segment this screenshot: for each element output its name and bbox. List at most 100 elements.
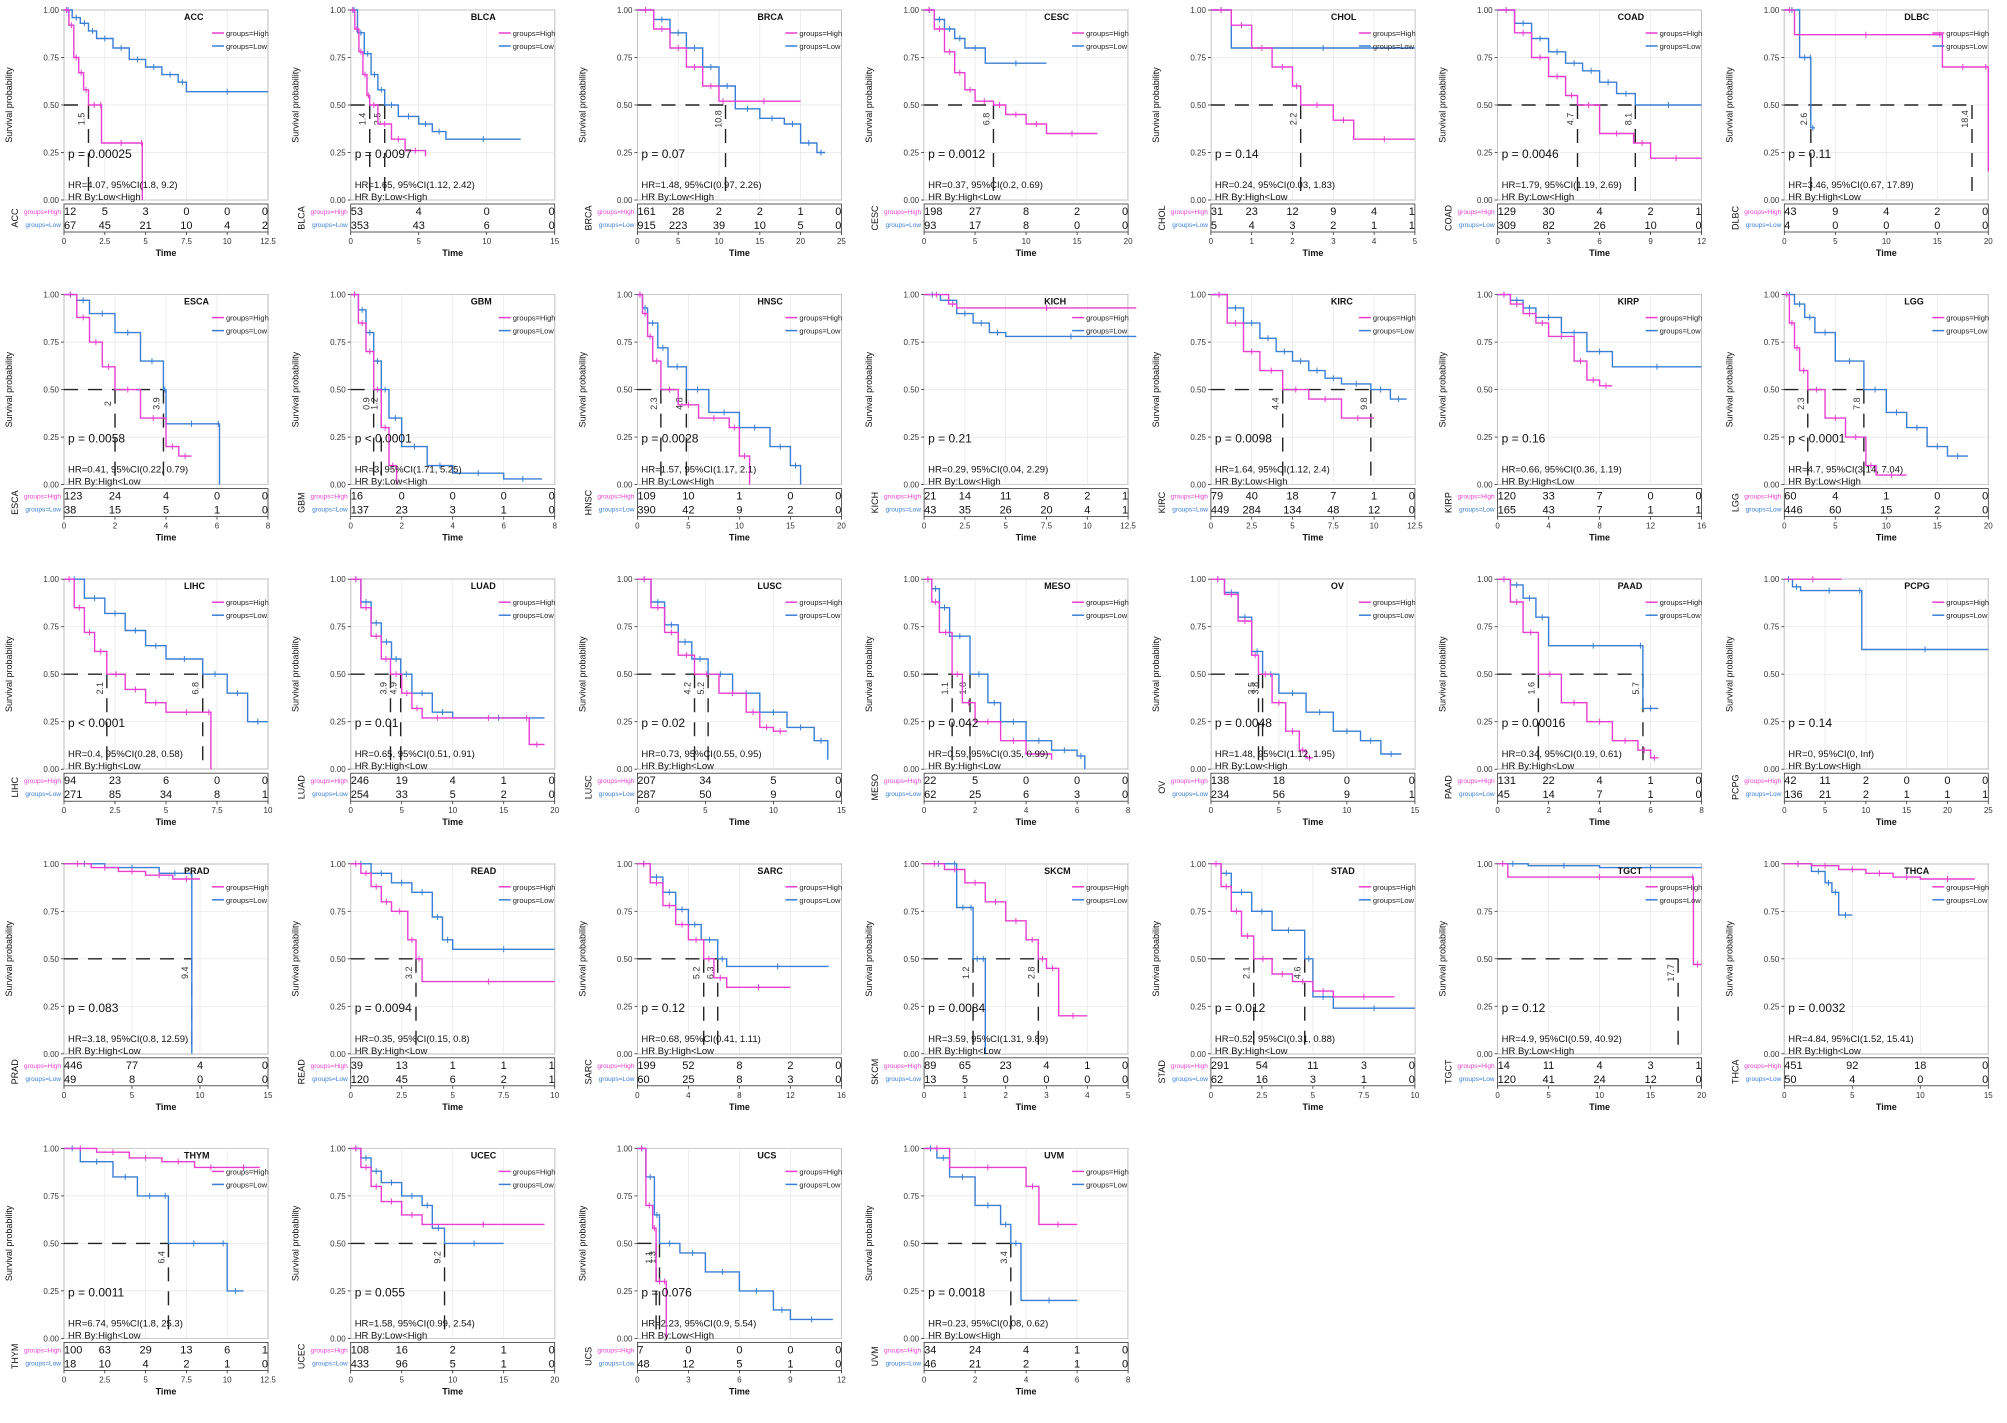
hr-direction: HR By:High<Low [641, 761, 714, 772]
x-tick-label: 0 [1209, 237, 1214, 246]
legend-label: groups=High [1373, 598, 1416, 607]
risk-count-low: 2 [1934, 505, 1940, 517]
risk-count-high: 52 [682, 1060, 694, 1072]
risk-count-high: 0 [835, 1060, 841, 1072]
risk-count-high: 198 [924, 206, 942, 218]
y-tick-label: 0.50 [43, 1239, 59, 1248]
risk-count-high: 0 [549, 206, 555, 218]
y-axis-title: Survival probability [4, 351, 14, 427]
legend-label: groups=High [1946, 314, 1989, 323]
panel-title: KIRC [1331, 297, 1353, 307]
x-axis-title: Time [1876, 533, 1897, 543]
risk-row-label-high: groups=High [884, 494, 921, 501]
median-label: 7.8 [1852, 397, 1862, 410]
risk-count-high: 10 [682, 491, 694, 503]
risk-count-low: 8 [1023, 220, 1029, 232]
x-tick-label: 0 [635, 1375, 640, 1384]
y-tick-label: 0.00 [330, 196, 346, 205]
km-panel-dlbc: 0.00 0.25 0.50 0.75 1.00 Survival probability… [1724, 6, 1993, 258]
x-tick-label: 7.5 [181, 1375, 193, 1384]
panel-title: SARC [757, 866, 783, 876]
survival-curve-low [924, 293, 1137, 338]
median-label: 4.7 [1566, 113, 1576, 126]
x-tick-label: 2 [399, 522, 404, 531]
risk-count-low: 0 [1043, 1074, 1049, 1086]
risk-count-high: 7 [1330, 491, 1336, 503]
legend-label: groups=High [226, 314, 269, 323]
risk-count-high: 22 [924, 775, 936, 787]
risk-row-label-high: groups=High [1458, 209, 1495, 216]
x-tick-label: 10 [482, 237, 491, 246]
risk-count-high: 1 [501, 1344, 507, 1356]
y-axis-title: Survival probability [1438, 351, 1448, 427]
panel-title: LIHC [184, 581, 205, 591]
y-axis-title: Survival probability [577, 351, 587, 427]
risk-table-title: PAAD [1444, 775, 1454, 799]
risk-row-label-low: groups=Low [25, 222, 61, 229]
y-tick-label: 1.00 [904, 575, 920, 584]
hazard-ratio: HR=1.48, 95%CI(1.12, 1.95) [1215, 749, 1335, 760]
x-axis-title: Time [1016, 248, 1037, 258]
risk-count-low: 45 [396, 1074, 408, 1086]
km-panel-hnsc: 0.00 0.25 0.50 0.75 1.00 Survival probability… [577, 291, 846, 543]
risk-table-title: ESCA [10, 490, 20, 515]
risk-count-low: 0 [1122, 1358, 1128, 1370]
risk-count-low: 13 [924, 1074, 936, 1086]
x-axis-title: Time [729, 533, 750, 543]
y-tick-label: 0.75 [1477, 623, 1493, 632]
x-tick-label: 15 [755, 237, 764, 246]
x-tick-label: 5 [164, 806, 169, 815]
y-tick-label: 0.50 [1190, 386, 1206, 395]
risk-row-label-low: groups=Low [885, 791, 921, 798]
legend-label: groups=High [1086, 1167, 1129, 1176]
p-value: p = 0.12 [641, 1001, 685, 1015]
risk-count-low: 0 [1695, 789, 1701, 801]
x-tick-label: 2.5 [99, 1375, 111, 1384]
y-tick-label: 0.25 [1190, 433, 1206, 442]
x-tick-label: 10 [1022, 237, 1031, 246]
x-tick-label: 0 [1495, 237, 1500, 246]
hazard-ratio: HR=1.79, 95%CI(1.19, 2.69) [1502, 180, 1622, 191]
risk-count-high: 0 [484, 206, 490, 218]
y-tick-label: 0.00 [1477, 765, 1493, 774]
risk-count-high: 0 [787, 491, 793, 503]
risk-count-low: 0 [835, 1074, 841, 1086]
y-tick-label: 1.00 [330, 1144, 346, 1153]
risk-count-low: 60 [637, 1074, 649, 1086]
y-tick-label: 0.00 [617, 1334, 633, 1343]
risk-count-low: 23 [396, 505, 408, 517]
y-tick-label: 0.00 [904, 196, 920, 205]
x-tick-label: 7.5 [1328, 522, 1340, 531]
risk-table-title: KIRC [1157, 491, 1167, 513]
risk-count-low: 1 [549, 1074, 555, 1086]
y-tick-label: 0.00 [43, 1334, 59, 1343]
median-label: 9.4 [180, 967, 190, 980]
x-tick-label: 0 [1209, 806, 1214, 815]
x-tick-label: 6 [1597, 237, 1602, 246]
risk-count-high: 123 [64, 491, 82, 503]
risk-table-title: UCS [583, 1347, 593, 1366]
p-value: p = 0.12 [1502, 1001, 1546, 1015]
y-tick-label: 1.00 [617, 860, 633, 869]
risk-count-low: 1 [1409, 789, 1415, 801]
risk-count-high: 2 [1863, 775, 1869, 787]
risk-count-high: 1 [1695, 1060, 1701, 1072]
risk-count-low: 1 [1695, 505, 1701, 517]
km-panel-read: 0.00 0.25 0.50 0.75 1.00 Survival probability… [291, 860, 560, 1112]
y-tick-label: 0.75 [904, 623, 920, 632]
panel-title: PRAD [184, 866, 210, 876]
legend-label: groups=Low [1946, 42, 1988, 51]
risk-count-high: 1 [1074, 1344, 1080, 1356]
survival-curve-high [924, 578, 1053, 760]
y-tick-label: 0.50 [1477, 386, 1493, 395]
risk-table-title: SKCM [870, 1059, 880, 1085]
median-label: 1.1 [644, 1251, 654, 1264]
x-axis-title: Time [1589, 533, 1610, 543]
risk-count-low: 3 [1310, 1074, 1316, 1086]
hr-direction: HR By:Low<High [641, 192, 714, 203]
y-tick-label: 0.75 [43, 907, 59, 916]
x-tick-label: 12 [1697, 237, 1706, 246]
risk-count-low: 48 [1327, 505, 1339, 517]
x-tick-label: 4 [1024, 1375, 1029, 1384]
y-tick-label: 0.00 [330, 481, 346, 490]
